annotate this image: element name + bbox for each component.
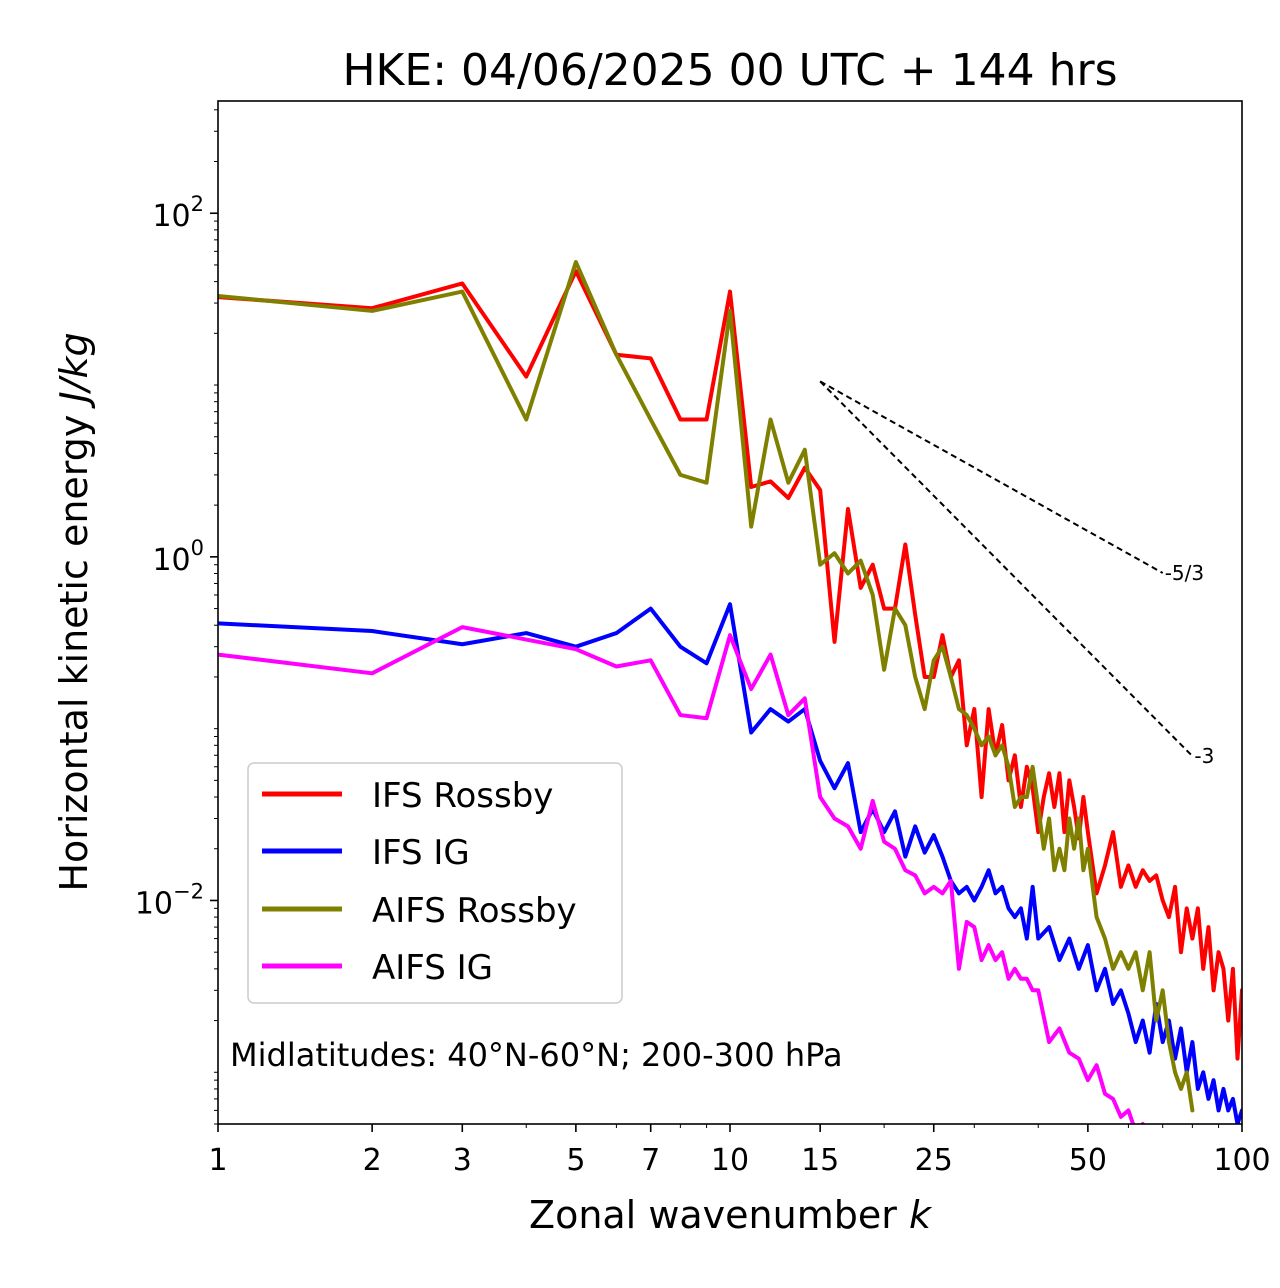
y-axis-label: Horizontal kinetic energy J/kg <box>52 332 96 891</box>
x-tick-label: 100 <box>1213 1143 1270 1178</box>
y-axis-label-math: J/kg <box>52 332 96 409</box>
reference-slope-label: -3 <box>1194 744 1214 768</box>
x-axis-label-math: k <box>909 1193 933 1237</box>
chart-title: HKE: 04/06/2025 00 UTC + 144 hrs <box>342 45 1117 96</box>
y-axis-label-text: Horizontal kinetic energy <box>52 403 96 892</box>
x-tick-label: 5 <box>566 1143 585 1178</box>
legend-label-ifs-ig: IFS IG <box>372 833 470 873</box>
x-axis-label: Zonal wavenumber k <box>529 1193 933 1237</box>
x-tick-label: 1 <box>208 1143 227 1178</box>
legend-label-aifs-rossby: AIFS Rossby <box>372 891 577 931</box>
reference-slope-label: -5/3 <box>1165 561 1204 585</box>
y-tick-label: 100 <box>152 536 204 578</box>
x-tick-label: 15 <box>801 1143 839 1178</box>
x-tick-label: 2 <box>363 1143 382 1178</box>
y-tick-label: 10−2 <box>135 879 204 921</box>
x-tick-label: 7 <box>641 1143 660 1178</box>
reference-slope-line <box>819 380 1164 574</box>
reference-slopes: -5/3 -3 <box>819 380 1214 768</box>
series-line-aifs-rossby <box>218 260 1195 1113</box>
plot-frame <box>217 100 1243 1125</box>
y-tick-label: 102 <box>152 192 204 234</box>
series-line-aifs-ig <box>218 625 1145 1124</box>
series-line-ifs-rossby <box>218 269 1242 1061</box>
series-layer <box>218 260 1242 1124</box>
x-tick-label: 10 <box>711 1143 749 1178</box>
x-axis-label-text: Zonal wavenumber <box>529 1193 909 1237</box>
axis-ticks: 1 2 3 5 7 10 15 25 50 100 102 100 10−2 <box>135 109 1271 1178</box>
legend-box <box>247 762 623 1004</box>
legend-label-aifs-ig: AIFS IG <box>372 948 493 988</box>
x-tick-label: 3 <box>453 1143 472 1178</box>
reference-slope-line <box>819 380 1194 757</box>
x-tick-label: 50 <box>1069 1143 1107 1178</box>
x-tick-label: 25 <box>915 1143 953 1178</box>
series-line-ifs-ig <box>218 602 1242 1124</box>
region-annotation: Midlatitudes: 40°N-60°N; 200-300 hPa <box>230 1036 843 1074</box>
legend-label-ifs-rossby: IFS Rossby <box>372 776 553 816</box>
legend: IFS Rossby IFS IG AIFS Rossby AIFS IG <box>247 762 623 1004</box>
